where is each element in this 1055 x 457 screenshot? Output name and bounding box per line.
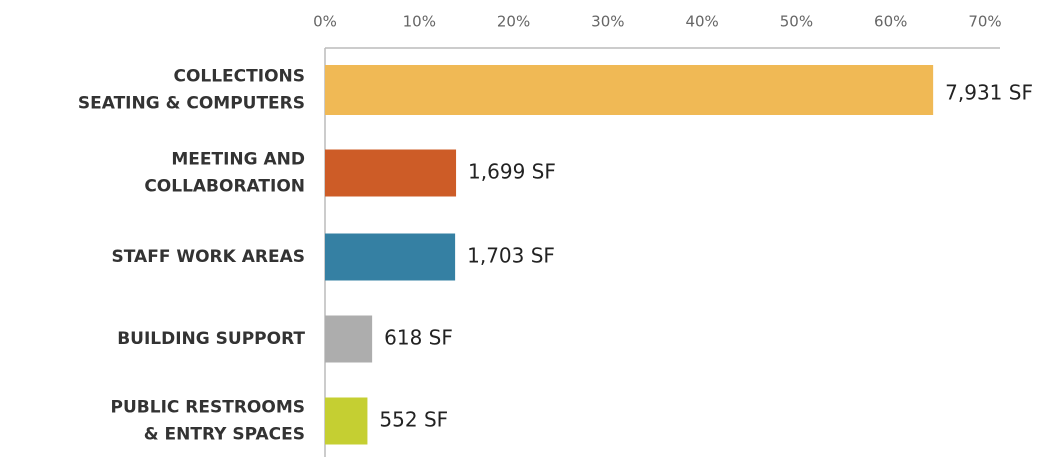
bar-label: 1,699 SF bbox=[468, 160, 556, 184]
bar bbox=[325, 149, 457, 197]
category-label: COLLECTIONS bbox=[173, 67, 305, 87]
bar-label: 7,931 SF bbox=[945, 81, 1033, 105]
x-tick-label: 20% bbox=[497, 13, 530, 31]
category-label: STAFF WORK AREAS bbox=[112, 247, 305, 267]
x-tick-label: 0% bbox=[313, 13, 337, 31]
bar bbox=[325, 397, 368, 445]
x-tick-label: 60% bbox=[874, 13, 907, 31]
category-label: SEATING & COMPUTERS bbox=[78, 94, 305, 114]
category-label: & ENTRY SPACES bbox=[144, 425, 305, 445]
x-tick-label: 10% bbox=[403, 13, 436, 31]
bar bbox=[325, 233, 456, 281]
category-label: COLLABORATION bbox=[144, 177, 305, 197]
x-tick-label: 50% bbox=[780, 13, 813, 31]
category-label: PUBLIC RESTROOMS bbox=[111, 398, 305, 418]
bar-label: 1,703 SF bbox=[467, 244, 555, 268]
bar bbox=[325, 65, 934, 115]
category-label: BUILDING SUPPORT bbox=[117, 329, 305, 349]
bar-label: 618 SF bbox=[384, 326, 453, 350]
x-tick-label: 30% bbox=[591, 13, 624, 31]
bar-label: 552 SF bbox=[379, 408, 448, 432]
x-tick-label: 40% bbox=[685, 13, 718, 31]
x-tick-label: 70% bbox=[968, 13, 1001, 31]
bar bbox=[325, 315, 373, 363]
category-label: MEETING AND bbox=[171, 150, 305, 170]
